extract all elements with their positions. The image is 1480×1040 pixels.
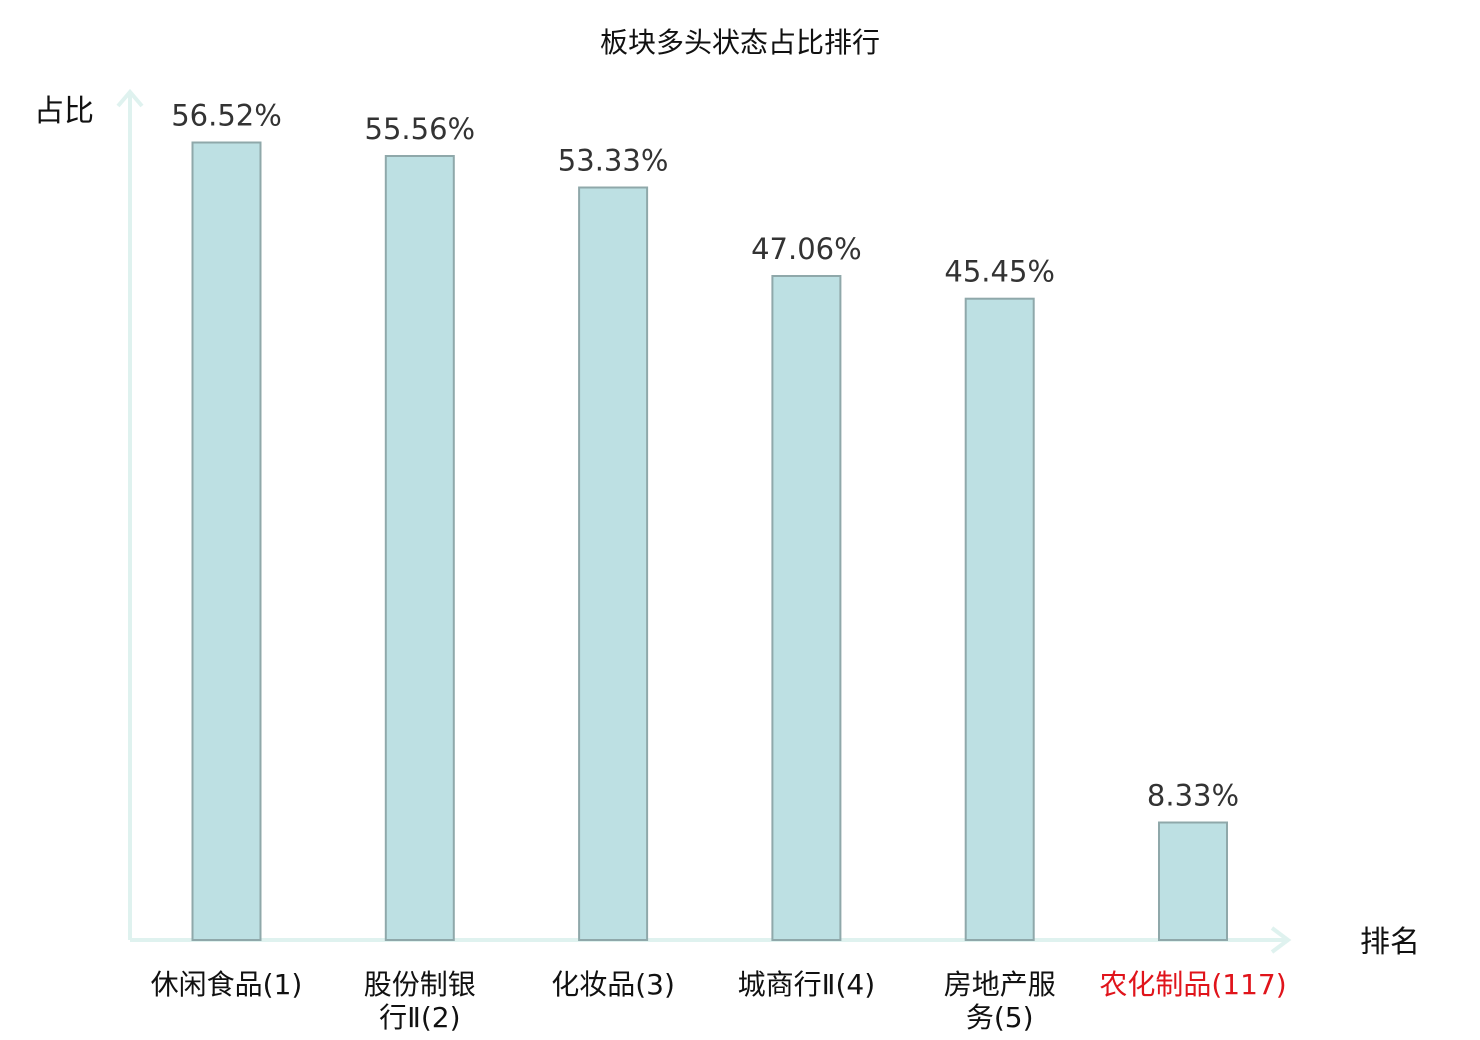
y-axis-title: 占比 [34, 94, 94, 129]
y-axis-arrow [116, 88, 144, 108]
x-tick-label: 城商行Ⅱ(4) [738, 968, 875, 1001]
bar [384, 155, 455, 941]
data-label: 8.33% [1147, 779, 1239, 813]
x-tick-line: 房地产服 [944, 968, 1056, 1001]
y-axis [116, 88, 144, 940]
x-tick-line: 农化制品(117) [1099, 968, 1286, 1001]
chart-title: 板块多头状态占比排行 [600, 26, 880, 59]
x-tick-line: 股份制银 [364, 968, 476, 1001]
x-axis [130, 926, 1292, 954]
bar [191, 141, 262, 941]
data-labels: 56.52% 55.56% 53.33% 47.06% 45.45% 8.33% [171, 99, 1239, 813]
data-label: 47.06% [751, 232, 862, 266]
x-tick-label: 农化制品(117) [1099, 968, 1286, 1001]
x-axis-title: 排名 [1360, 925, 1420, 960]
x-tick-line: 行Ⅱ(2) [379, 1001, 460, 1034]
data-label: 53.33% [558, 144, 669, 178]
data-label: 56.52% [171, 99, 282, 133]
x-tick-label: 股份制银行Ⅱ(2) [364, 968, 476, 1034]
x-tick-line: 务(5) [966, 1001, 1034, 1034]
x-axis-arrow [1270, 926, 1292, 954]
bar [1158, 821, 1228, 941]
x-tick-label: 化妆品(3) [551, 968, 675, 1001]
x-tick-line: 休闲食品(1) [151, 968, 303, 1001]
x-tick-line: 城商行Ⅱ(4) [738, 968, 875, 1001]
bar [771, 275, 842, 941]
bar [964, 297, 1035, 941]
x-tick-labels: 休闲食品(1) 股份制银行Ⅱ(2) 化妆品(3) 城商行Ⅱ(4) 房地产服务(5) 农化制… [151, 968, 1287, 1034]
bar [578, 186, 649, 941]
data-label: 45.45% [944, 255, 1055, 289]
x-tick-line: 化妆品(3) [551, 968, 675, 1001]
bar-series [191, 141, 1228, 941]
x-tick-label: 房地产服务(5) [944, 968, 1056, 1034]
data-label: 55.56% [365, 112, 476, 146]
x-tick-label: 休闲食品(1) [151, 968, 303, 1001]
